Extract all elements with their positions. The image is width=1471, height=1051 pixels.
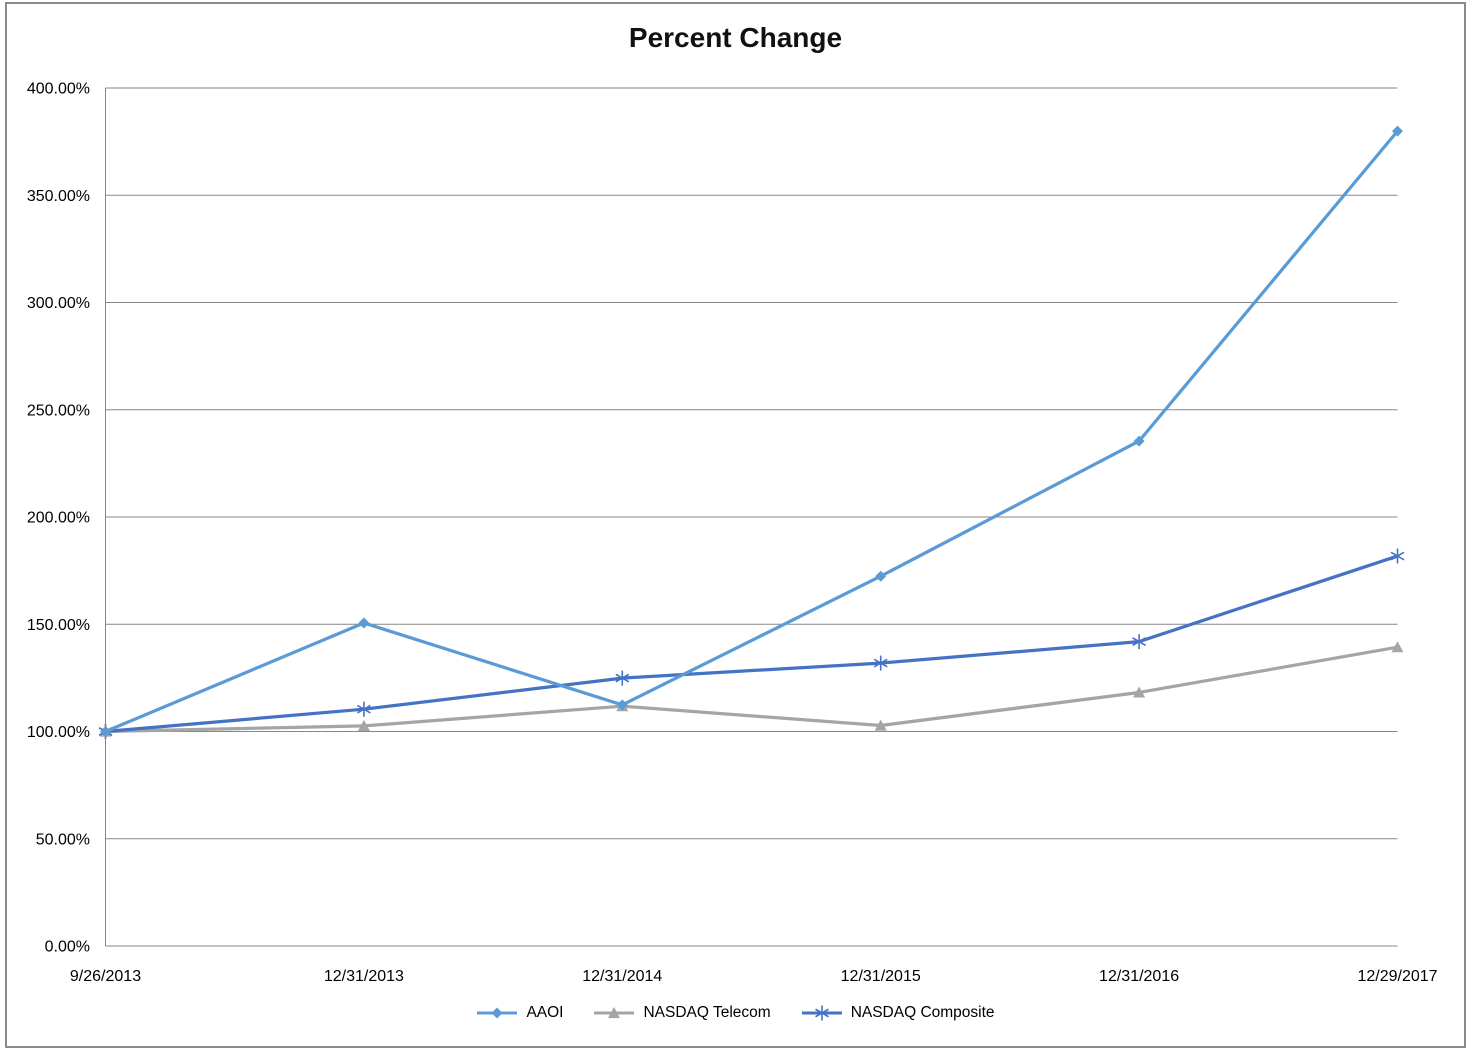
legend-label: AAOI bbox=[526, 1004, 564, 1021]
series-nasdaq-telecom bbox=[99, 641, 1404, 737]
x-tick-label: 9/26/2013 bbox=[70, 968, 141, 985]
y-tick-label: 200.00% bbox=[27, 510, 90, 527]
triangle-marker bbox=[357, 719, 370, 732]
legend-item-nasdaq-composite: NASDAQ Composite bbox=[801, 1003, 995, 1023]
legend-marker-asterisk-icon bbox=[801, 1005, 842, 1021]
y-tick-label: 350.00% bbox=[27, 188, 90, 205]
series-nasdaq-composite bbox=[98, 548, 1405, 739]
x-tick-label: 12/31/2013 bbox=[324, 968, 404, 985]
diamond-marker bbox=[100, 726, 111, 737]
triangle-marker bbox=[1391, 641, 1404, 653]
legend-item-aaoi: AAOI bbox=[476, 1003, 563, 1023]
diamond-marker bbox=[358, 617, 370, 629]
y-tick-label: 150.00% bbox=[27, 617, 90, 634]
y-tick-label: 0.00% bbox=[45, 939, 90, 956]
triangle-marker bbox=[608, 1007, 621, 1019]
legend-marker-diamond-icon bbox=[477, 1007, 518, 1019]
y-tick-label: 250.00% bbox=[27, 402, 90, 419]
series-aaoi bbox=[100, 125, 1403, 737]
x-tick-label: 12/31/2016 bbox=[1099, 968, 1179, 985]
asterisk-marker bbox=[357, 704, 371, 714]
diamond-marker bbox=[1133, 435, 1145, 447]
y-tick-label: 300.00% bbox=[27, 295, 90, 312]
diamond-marker bbox=[1392, 125, 1403, 137]
y-tick-label: 100.00% bbox=[27, 724, 90, 741]
asterisk-marker bbox=[615, 673, 630, 683]
legend-marker-triangle-icon bbox=[594, 1007, 635, 1019]
series-line-aaoi bbox=[103, 129, 1400, 734]
series-line-nasdaq-composite bbox=[103, 554, 1400, 734]
y-tick-label: 50.00% bbox=[36, 831, 90, 848]
asterisk-marker bbox=[873, 658, 888, 668]
diamond-marker bbox=[491, 1007, 503, 1019]
triangle-marker bbox=[874, 719, 887, 731]
x-tick-label: 12/31/2014 bbox=[582, 968, 662, 985]
legend-label: NASDAQ Telecom bbox=[643, 1004, 771, 1021]
asterisk-marker bbox=[814, 1008, 829, 1018]
x-tick-label: 12/31/2015 bbox=[841, 968, 921, 985]
legend-item-nasdaq-telecom: NASDAQ Telecom bbox=[593, 1003, 771, 1023]
asterisk-marker bbox=[1390, 551, 1405, 561]
diamond-marker bbox=[616, 699, 628, 711]
chart-title: Percent Change bbox=[628, 22, 843, 53]
asterisk-marker bbox=[1132, 637, 1146, 647]
x-tick-label: 12/29/2017 bbox=[1357, 968, 1437, 985]
y-tick-label: 400.00% bbox=[27, 81, 90, 98]
chart-legend: AAOI NASDAQ Telecom NASDAQ Composite bbox=[0, 1003, 1471, 1023]
legend-label: NASDAQ Composite bbox=[850, 1004, 995, 1021]
triangle-marker bbox=[1133, 686, 1146, 698]
diamond-marker bbox=[875, 570, 887, 582]
series-line-nasdaq-telecom bbox=[103, 645, 1400, 734]
